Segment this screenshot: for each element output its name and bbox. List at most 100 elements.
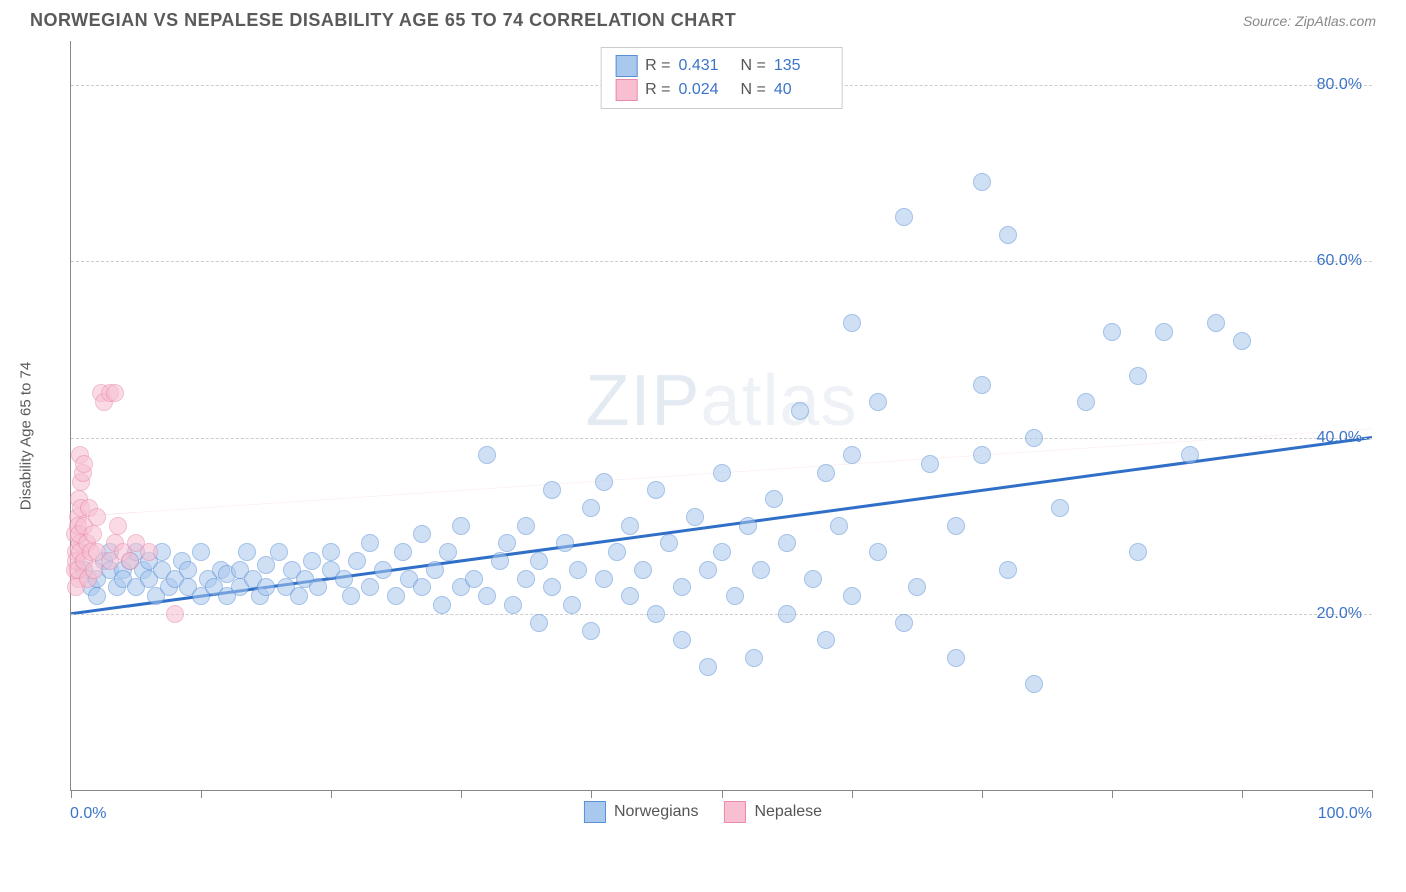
x-tick [852, 790, 853, 798]
data-point [569, 561, 587, 579]
data-point [88, 508, 106, 526]
data-point [582, 499, 600, 517]
data-point [71, 446, 89, 464]
x-tick-label: 0.0% [70, 805, 106, 823]
data-point [686, 508, 704, 526]
data-point [95, 552, 113, 570]
data-point [72, 473, 90, 491]
gridline [71, 438, 1372, 439]
data-point [843, 587, 861, 605]
series-name: Norwegians [614, 803, 698, 821]
legend-swatch [584, 801, 606, 823]
gridline [71, 261, 1372, 262]
data-point [84, 525, 102, 543]
data-point [478, 587, 496, 605]
data-point [752, 561, 770, 579]
data-point [114, 570, 132, 588]
data-point [121, 552, 139, 570]
data-point [69, 508, 87, 526]
data-point [739, 517, 757, 535]
data-point [140, 570, 158, 588]
data-point [1233, 332, 1251, 350]
data-point [67, 543, 85, 561]
data-point [231, 578, 249, 596]
data-point [394, 543, 412, 561]
data-point [374, 561, 392, 579]
data-point [1129, 367, 1147, 385]
data-point [179, 561, 197, 579]
data-point [465, 570, 483, 588]
watermark-thin: atlas [700, 361, 857, 441]
data-point [74, 464, 92, 482]
data-point [92, 384, 110, 402]
data-point [173, 552, 191, 570]
r-value: 0.431 [679, 54, 733, 78]
data-point [79, 570, 97, 588]
data-point [106, 534, 124, 552]
x-tick [331, 790, 332, 798]
data-point [218, 587, 236, 605]
data-point [647, 481, 665, 499]
data-point [166, 570, 184, 588]
data-point [69, 517, 87, 535]
data-point [1103, 323, 1121, 341]
r-label: R = [645, 54, 670, 78]
data-point [75, 517, 93, 535]
y-tick-label: 60.0% [1317, 252, 1362, 270]
correlation-legend-row: R = 0.431 N = 135 [615, 54, 828, 78]
n-label: N = [741, 54, 766, 78]
y-tick-label: 20.0% [1317, 605, 1362, 623]
data-point [140, 552, 158, 570]
series-legend-item: Norwegians [584, 801, 698, 823]
data-point [82, 578, 100, 596]
data-point [109, 517, 127, 535]
x-tick [1242, 790, 1243, 798]
data-point [973, 173, 991, 191]
data-point [101, 384, 119, 402]
data-point [270, 543, 288, 561]
data-point [70, 490, 88, 508]
data-point [88, 587, 106, 605]
data-point [530, 614, 548, 632]
data-point [947, 649, 965, 667]
x-tick [591, 790, 592, 798]
data-point [673, 631, 691, 649]
data-point [257, 578, 275, 596]
x-tick [201, 790, 202, 798]
data-point [869, 393, 887, 411]
data-point [85, 561, 103, 579]
data-point [121, 552, 139, 570]
data-point [127, 543, 145, 561]
data-point [205, 578, 223, 596]
x-tick [1112, 790, 1113, 798]
data-point [621, 517, 639, 535]
data-point [595, 570, 613, 588]
watermark-bold: ZIP [585, 361, 700, 441]
data-point [127, 578, 145, 596]
legend-swatch [724, 801, 746, 823]
data-point [218, 565, 236, 583]
data-point [361, 534, 379, 552]
legend-swatch [615, 79, 637, 101]
data-point [70, 570, 88, 588]
data-point [895, 208, 913, 226]
data-point [433, 596, 451, 614]
chart-header: NORWEGIAN VS NEPALESE DISABILITY AGE 65 … [0, 0, 1406, 37]
data-point [66, 561, 84, 579]
trend-line [71, 438, 1372, 614]
data-point [745, 649, 763, 667]
data-point [1207, 314, 1225, 332]
data-point [244, 570, 262, 588]
data-point [66, 525, 84, 543]
legend-swatch [615, 55, 637, 77]
r-value: 0.024 [679, 78, 733, 102]
data-point [413, 578, 431, 596]
x-tick [722, 790, 723, 798]
data-point [212, 561, 230, 579]
n-value: 135 [774, 54, 828, 78]
x-tick [982, 790, 983, 798]
data-point [387, 587, 405, 605]
data-point [75, 552, 93, 570]
data-point [543, 481, 561, 499]
data-point [895, 614, 913, 632]
